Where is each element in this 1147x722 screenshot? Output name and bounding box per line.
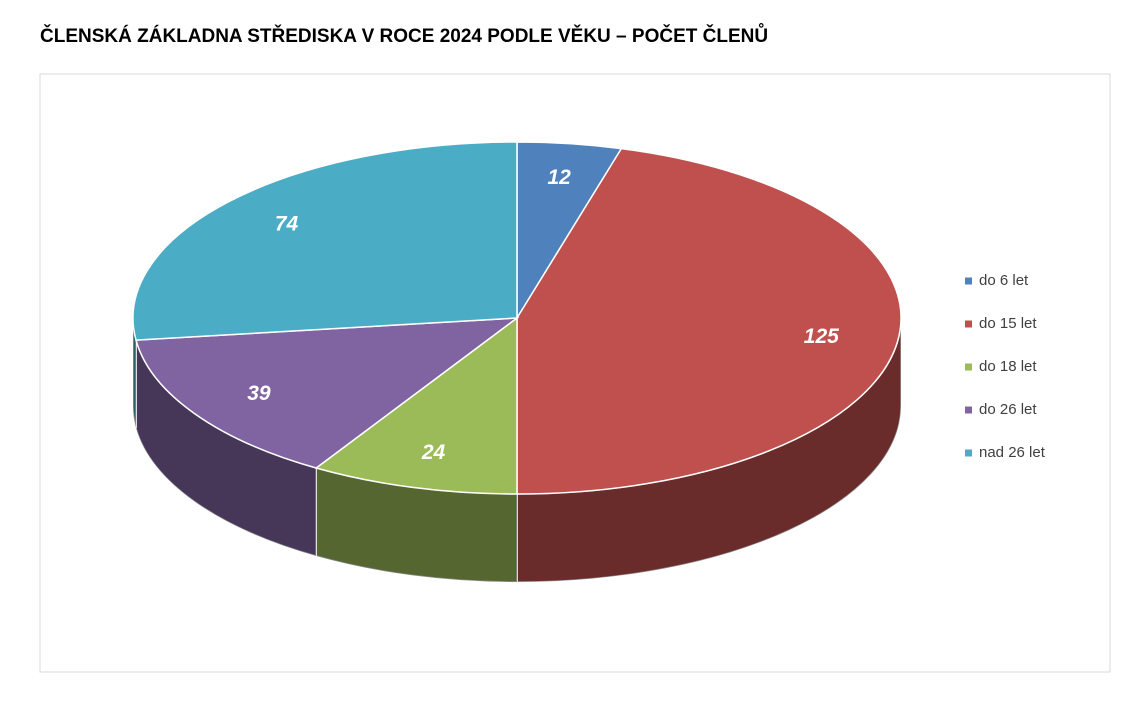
chart-title: ČLENSKÁ ZÁKLADNA STŘEDISKA V ROCE 2024 P… [40, 24, 768, 47]
slice-side-shade [517, 318, 901, 582]
data-label: 125 [804, 325, 839, 348]
legend-swatch [965, 277, 972, 285]
legend: do 6 let do 15 let do 18 let do 26 let nad 2… [965, 272, 1046, 461]
slice-side-shade [136, 340, 317, 557]
legend-swatch [965, 449, 972, 457]
legend-swatch [965, 363, 972, 371]
legend-swatch [965, 406, 972, 414]
pie: 12 125 24 39 74 [132, 141, 902, 583]
slice [132, 141, 518, 341]
data-label: 74 [275, 212, 299, 235]
slice-side-shade [316, 468, 517, 582]
legend-label: do 6 let [979, 272, 1029, 289]
legend-label: do 15 let [979, 315, 1037, 332]
legend-label: do 26 let [979, 401, 1037, 418]
slice [314, 316, 518, 495]
data-label: 12 [547, 166, 571, 189]
slice-side-shade [133, 318, 137, 429]
legend-label: nad 26 let [979, 444, 1046, 461]
legend-swatch [965, 320, 972, 328]
slice [135, 317, 520, 469]
data-label: 39 [247, 382, 271, 405]
data-label: 24 [421, 441, 446, 464]
legend-label: do 18 let [979, 358, 1037, 375]
slice [516, 147, 902, 495]
